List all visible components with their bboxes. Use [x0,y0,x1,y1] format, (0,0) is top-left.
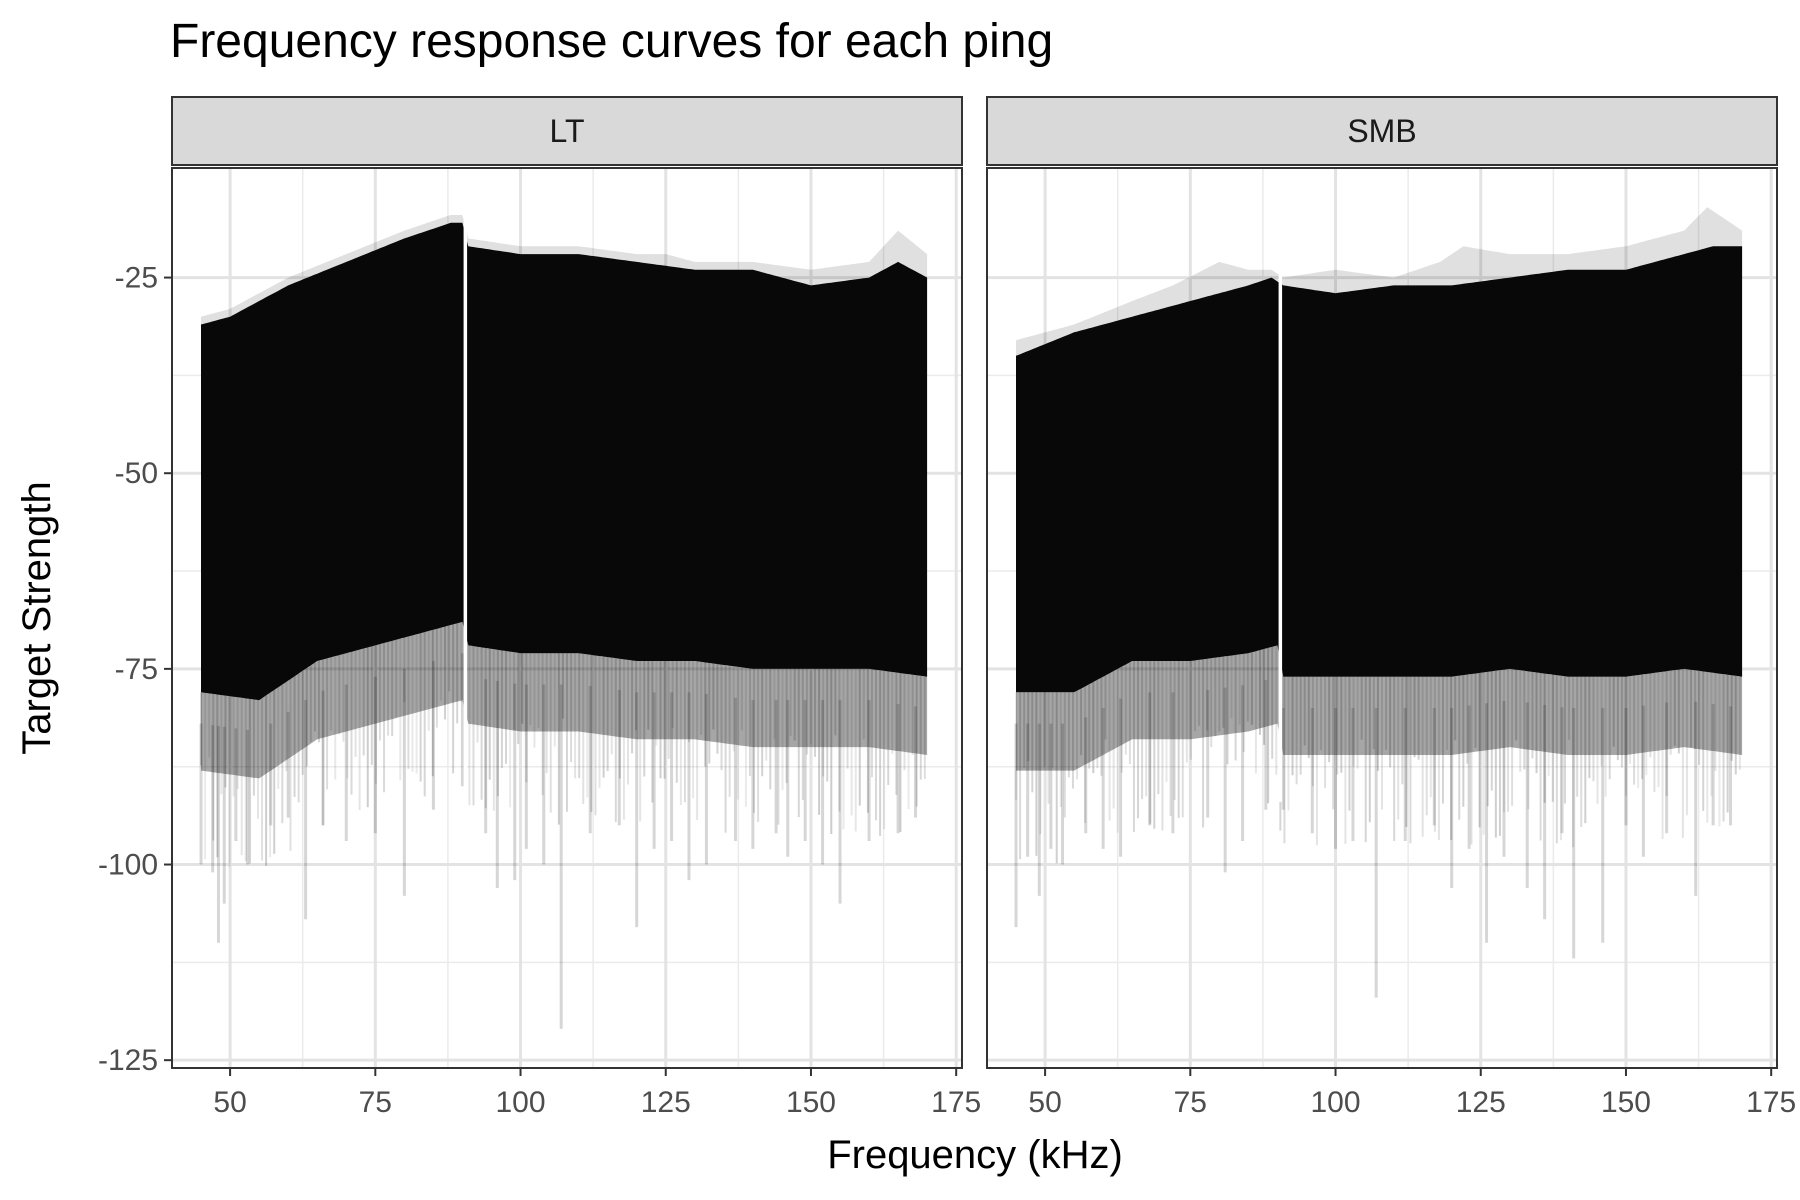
panel-border [171,167,963,1069]
facet-strip-label: LT [550,113,585,149]
x-tick-label: 175 [931,1086,981,1119]
x-tick-label: 75 [1174,1086,1207,1119]
y-tick-label: -125 [98,1044,158,1077]
y-tick-label: -100 [98,849,158,882]
y-axis-title: Target Strength [15,481,59,755]
x-tick-label: 125 [641,1086,691,1119]
x-tick-label: 50 [1028,1086,1061,1119]
panel-lt: LT 50 75 100 125 150 175 -25 -50 -75 -100 -125 [98,96,981,1119]
x-tick-label: 150 [1601,1086,1651,1119]
y-tick-label: -50 [115,457,158,490]
x-tick-label: 175 [1746,1086,1796,1119]
x-tick-label: 100 [1310,1086,1360,1119]
facet-strip-label: SMB [1347,113,1416,149]
facet-strip [171,96,963,166]
y-tick-label: -25 [115,262,158,295]
response-band-fringe [1016,645,1743,771]
response-band-core [1016,246,1743,693]
x-tick-label: 125 [1456,1086,1506,1119]
panel-border [986,167,1778,1069]
chart-title: Frequency response curves for each ping [170,15,1054,68]
response-band-core [201,222,928,701]
x-axis-title: Frequency (kHz) [827,1133,1123,1177]
x-tick-label: 150 [786,1086,836,1119]
x-tick-label: 75 [359,1086,392,1119]
y-tick-label: -75 [115,653,158,686]
facet-strip [986,96,1778,166]
panel-smb: SMB 50 75 100 125 150 175 [986,96,1796,1119]
x-tick-label: 100 [495,1086,545,1119]
response-band-fringe [201,621,928,779]
x-tick-label: 50 [213,1086,246,1119]
